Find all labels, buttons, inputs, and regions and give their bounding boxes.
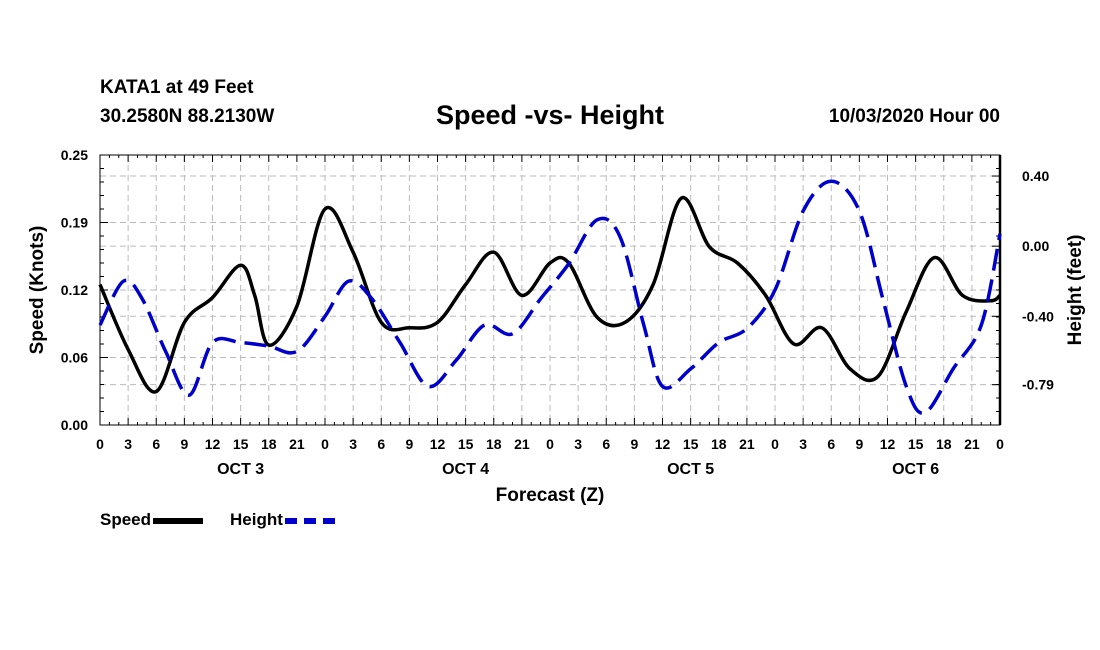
forecast-datetime: 10/03/2020 Hour 00 bbox=[828, 106, 1000, 127]
y-right-tick-label: 0.00 bbox=[1022, 238, 1049, 254]
y-left-tick-label: 0.00 bbox=[61, 417, 88, 433]
legend-height-swatch bbox=[284, 517, 335, 524]
x-tick-label: 9 bbox=[405, 436, 413, 452]
x-tick-label: 21 bbox=[964, 436, 980, 452]
x-tick-label: 0 bbox=[96, 436, 104, 452]
legend-speed-swatch bbox=[153, 517, 204, 524]
chart-title: Speed -vs- Height bbox=[435, 100, 665, 130]
x-tick-label: 3 bbox=[124, 436, 132, 452]
x-tick-label: 18 bbox=[936, 436, 952, 452]
x-tick-label: 21 bbox=[514, 436, 530, 452]
x-tick-label: 3 bbox=[349, 436, 357, 452]
day-label: OCT 5 bbox=[667, 461, 714, 478]
x-axis-label: Forecast (Z) bbox=[496, 485, 605, 506]
day-label: OCT 4 bbox=[442, 461, 489, 478]
x-tick-label: 18 bbox=[261, 436, 277, 452]
y-left-tick-label: 0.12 bbox=[61, 282, 88, 298]
x-tick-label: 15 bbox=[458, 436, 474, 452]
series-line-speed bbox=[98, 196, 1002, 394]
x-tick-label: 12 bbox=[430, 436, 446, 452]
x-tick-label: 9 bbox=[180, 436, 188, 452]
x-tick-label: 12 bbox=[205, 436, 221, 452]
x-tick-label: 6 bbox=[152, 436, 160, 452]
x-tick-label: 18 bbox=[711, 436, 727, 452]
x-tick-label: 9 bbox=[855, 436, 863, 452]
x-tick-label: 21 bbox=[739, 436, 755, 452]
y-right-tick-label: -0.79 bbox=[1022, 377, 1054, 393]
day-label: OCT 6 bbox=[892, 461, 939, 478]
x-tick-label: 12 bbox=[880, 436, 896, 452]
y-left-tick-label: 0.06 bbox=[61, 350, 88, 366]
x-tick-label: 21 bbox=[289, 436, 305, 452]
x-tick-label: 0 bbox=[546, 436, 554, 452]
station-coordinates: 30.2580N 88.2130W bbox=[100, 106, 275, 127]
x-tick-label: 3 bbox=[574, 436, 582, 452]
x-tick-label: 3 bbox=[799, 436, 807, 452]
x-tick-label: 9 bbox=[630, 436, 638, 452]
y-right-tick-label: -0.40 bbox=[1022, 308, 1054, 324]
y-left-tick-label: 0.19 bbox=[61, 215, 88, 231]
legend-height-label: Height bbox=[230, 510, 283, 529]
y-right-axis-label: Height (feet) bbox=[1065, 235, 1086, 346]
series-line-height bbox=[98, 179, 1002, 415]
x-tick-label: 15 bbox=[683, 436, 699, 452]
legend-speed: Speed bbox=[100, 510, 204, 530]
x-tick-label: 6 bbox=[377, 436, 385, 452]
x-tick-label: 15 bbox=[233, 436, 249, 452]
x-tick-label: 18 bbox=[486, 436, 502, 452]
station-label: KATA1 at 49 Feet bbox=[100, 77, 254, 98]
legend-height: Height bbox=[230, 510, 335, 530]
legend-speed-label: Speed bbox=[100, 510, 152, 529]
x-tick-label: 12 bbox=[655, 436, 671, 452]
x-tick-label: 6 bbox=[602, 436, 610, 452]
y-left-axis-label: Speed (Knots) bbox=[27, 226, 48, 355]
x-tick-label: 6 bbox=[827, 436, 835, 452]
x-tick-label: 15 bbox=[908, 436, 924, 452]
y-left-tick-label: 0.25 bbox=[61, 147, 88, 163]
x-tick-label: 0 bbox=[771, 436, 779, 452]
day-label: OCT 3 bbox=[217, 461, 264, 478]
x-tick-label: 0 bbox=[996, 436, 1004, 452]
x-tick-label: 0 bbox=[321, 436, 329, 452]
y-right-tick-label: 0.40 bbox=[1022, 168, 1049, 184]
